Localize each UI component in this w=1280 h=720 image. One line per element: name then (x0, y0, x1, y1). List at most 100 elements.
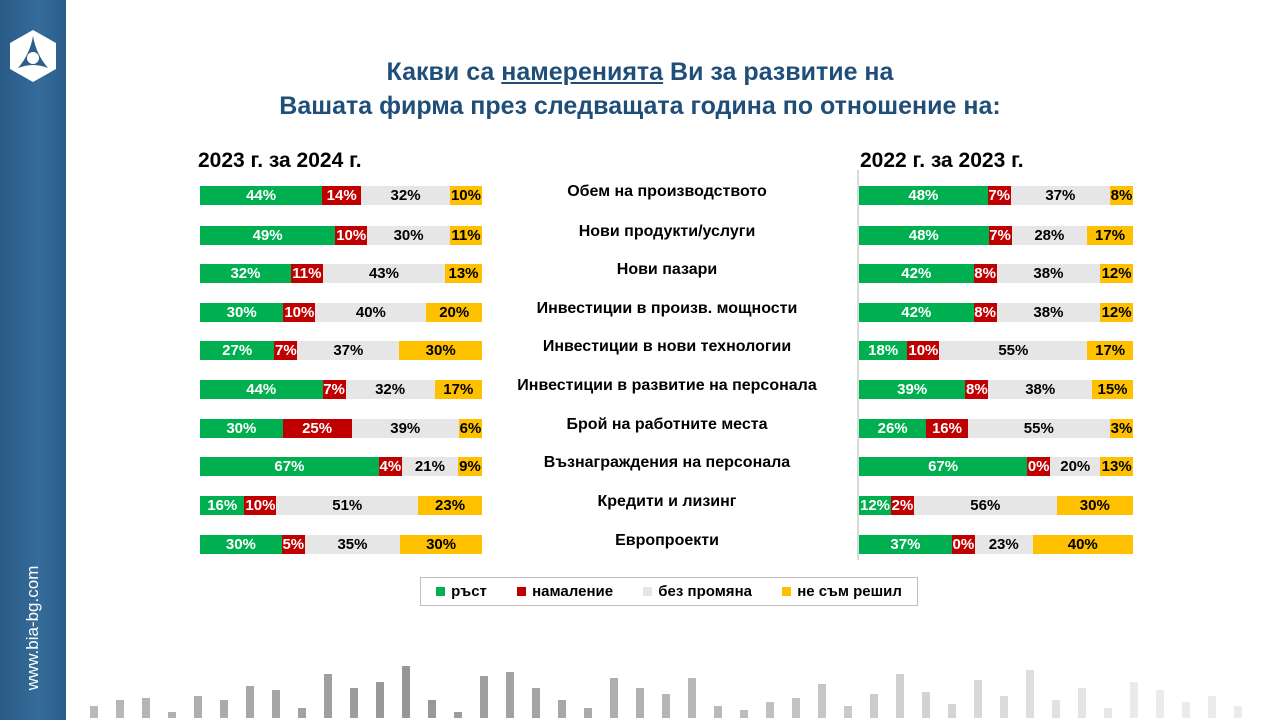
data-label: 7% (323, 381, 345, 398)
segment-decrease: 10% (335, 226, 368, 245)
segment-decrease: 11% (290, 264, 323, 283)
legend-item-no-change: без промяна (643, 583, 752, 600)
stacked-bar: 16% 10% 51% 23% (200, 496, 482, 515)
decorative-bar (766, 702, 774, 718)
data-label: 55% (1023, 420, 1054, 437)
stacked-bar: 42% 8% 38% 12% (859, 264, 1133, 283)
decorative-bar (1078, 688, 1086, 718)
data-label: 28% (1034, 227, 1065, 244)
data-label: 48% (908, 187, 939, 204)
decorative-bars (90, 666, 1242, 718)
data-label: 14% (326, 187, 357, 204)
segment-growth: 67% (200, 457, 379, 476)
data-label: 7% (989, 227, 1011, 244)
segment-no-change: 55% (967, 419, 1110, 438)
legend-swatch (436, 587, 446, 596)
stacked-bar: 49% 10% 30% 11% (200, 226, 482, 245)
segment-no-change: 32% (345, 380, 435, 399)
stacked-bar: 18% 10% 55% 17% (859, 341, 1133, 360)
category-label: Брой на работните места (566, 416, 768, 433)
data-label: 30% (426, 536, 457, 553)
right-panel-axis (857, 170, 859, 560)
data-label: 51% (332, 497, 363, 514)
data-label: 18% (868, 342, 899, 359)
segment-undecided: 40% (1032, 535, 1133, 554)
segment-growth: 16% (200, 496, 245, 515)
data-label: 15% (1097, 381, 1128, 398)
segment-undecided: 30% (399, 341, 482, 360)
segment-decrease: 14% (322, 186, 362, 205)
segment-undecided: 30% (1056, 496, 1133, 515)
segment-no-change: 30% (367, 226, 450, 245)
data-label: 30% (1079, 497, 1110, 514)
data-label: 12% (1101, 265, 1132, 282)
decorative-bar (740, 710, 748, 718)
segment-no-change: 35% (304, 535, 401, 554)
decorative-bar (558, 700, 566, 718)
segment-decrease: 7% (322, 380, 346, 399)
data-label: 39% (390, 420, 421, 437)
decorative-bar (480, 676, 488, 718)
segment-no-change: 38% (996, 264, 1101, 283)
stacked-bar: 30% 10% 40% 20% (200, 303, 482, 322)
decorative-bar (1182, 702, 1190, 718)
data-label: 17% (443, 381, 474, 398)
segment-growth: 26% (859, 419, 927, 438)
data-label: 38% (1025, 381, 1056, 398)
segment-growth: 37% (859, 535, 952, 554)
legend-item-growth: ръст (436, 583, 487, 600)
data-label: 10% (908, 342, 939, 359)
website-label[interactable]: www.bia-bg.com (23, 565, 42, 691)
data-label: 67% (274, 458, 305, 475)
segment-growth: 44% (200, 380, 323, 399)
decorative-bar (350, 688, 358, 718)
title-line-1: Какви са намеренията Ви за развитие на (386, 58, 894, 86)
decorative-bar (272, 690, 280, 718)
segment-no-change: 32% (361, 186, 450, 205)
decorative-bar (688, 678, 696, 718)
data-label: 20% (1060, 458, 1091, 475)
category-label: Възнаграждения на персонала (543, 454, 791, 471)
category-label: Кредити и лизинг (597, 493, 737, 510)
data-label: 6% (459, 420, 482, 437)
segment-no-change: 23% (974, 535, 1033, 554)
category-label: Обем на производството (567, 183, 767, 200)
segment-undecided: 15% (1092, 380, 1133, 399)
data-label: 32% (230, 265, 261, 282)
decorative-bar (1104, 708, 1112, 718)
data-label: 37% (890, 536, 921, 553)
data-label: 10% (336, 227, 367, 244)
segment-undecided: 23% (418, 496, 482, 515)
decorative-bar (90, 706, 98, 718)
sidebar: www.bia-bg.com (0, 0, 66, 720)
segment-undecided: 6% (458, 419, 482, 438)
decorative-bar (246, 686, 254, 718)
decorative-bar (1052, 700, 1060, 718)
data-label: 12% (859, 497, 891, 514)
data-label: 10% (284, 304, 315, 321)
segment-no-change: 56% (914, 496, 1057, 515)
data-label: 42% (901, 265, 932, 282)
decorative-bar (948, 704, 956, 718)
segment-growth: 42% (859, 303, 974, 322)
decorative-bar (636, 688, 644, 718)
data-label: 17% (1095, 227, 1126, 244)
decorative-bar (974, 680, 982, 718)
segment-undecided: 13% (445, 264, 482, 283)
title-line-2: Вашата фирма през следващата година по о… (279, 92, 1001, 120)
segment-decrease: 8% (973, 264, 997, 283)
decorative-bar (610, 678, 618, 718)
segment-growth: 39% (859, 380, 966, 399)
segment-decrease: 0% (1027, 457, 1051, 476)
decorative-bar (376, 682, 384, 718)
data-label: 25% (302, 420, 333, 437)
segment-undecided: 12% (1100, 303, 1133, 322)
data-label: 2% (891, 497, 914, 514)
segment-growth: 18% (859, 341, 908, 360)
segment-growth: 27% (200, 341, 275, 360)
segment-growth: 67% (859, 457, 1028, 476)
segment-undecided: 12% (1100, 264, 1133, 283)
decorative-bar (922, 692, 930, 718)
data-label: 10% (450, 187, 481, 204)
stacked-bar: 67% 0% 20% 13% (859, 457, 1133, 476)
